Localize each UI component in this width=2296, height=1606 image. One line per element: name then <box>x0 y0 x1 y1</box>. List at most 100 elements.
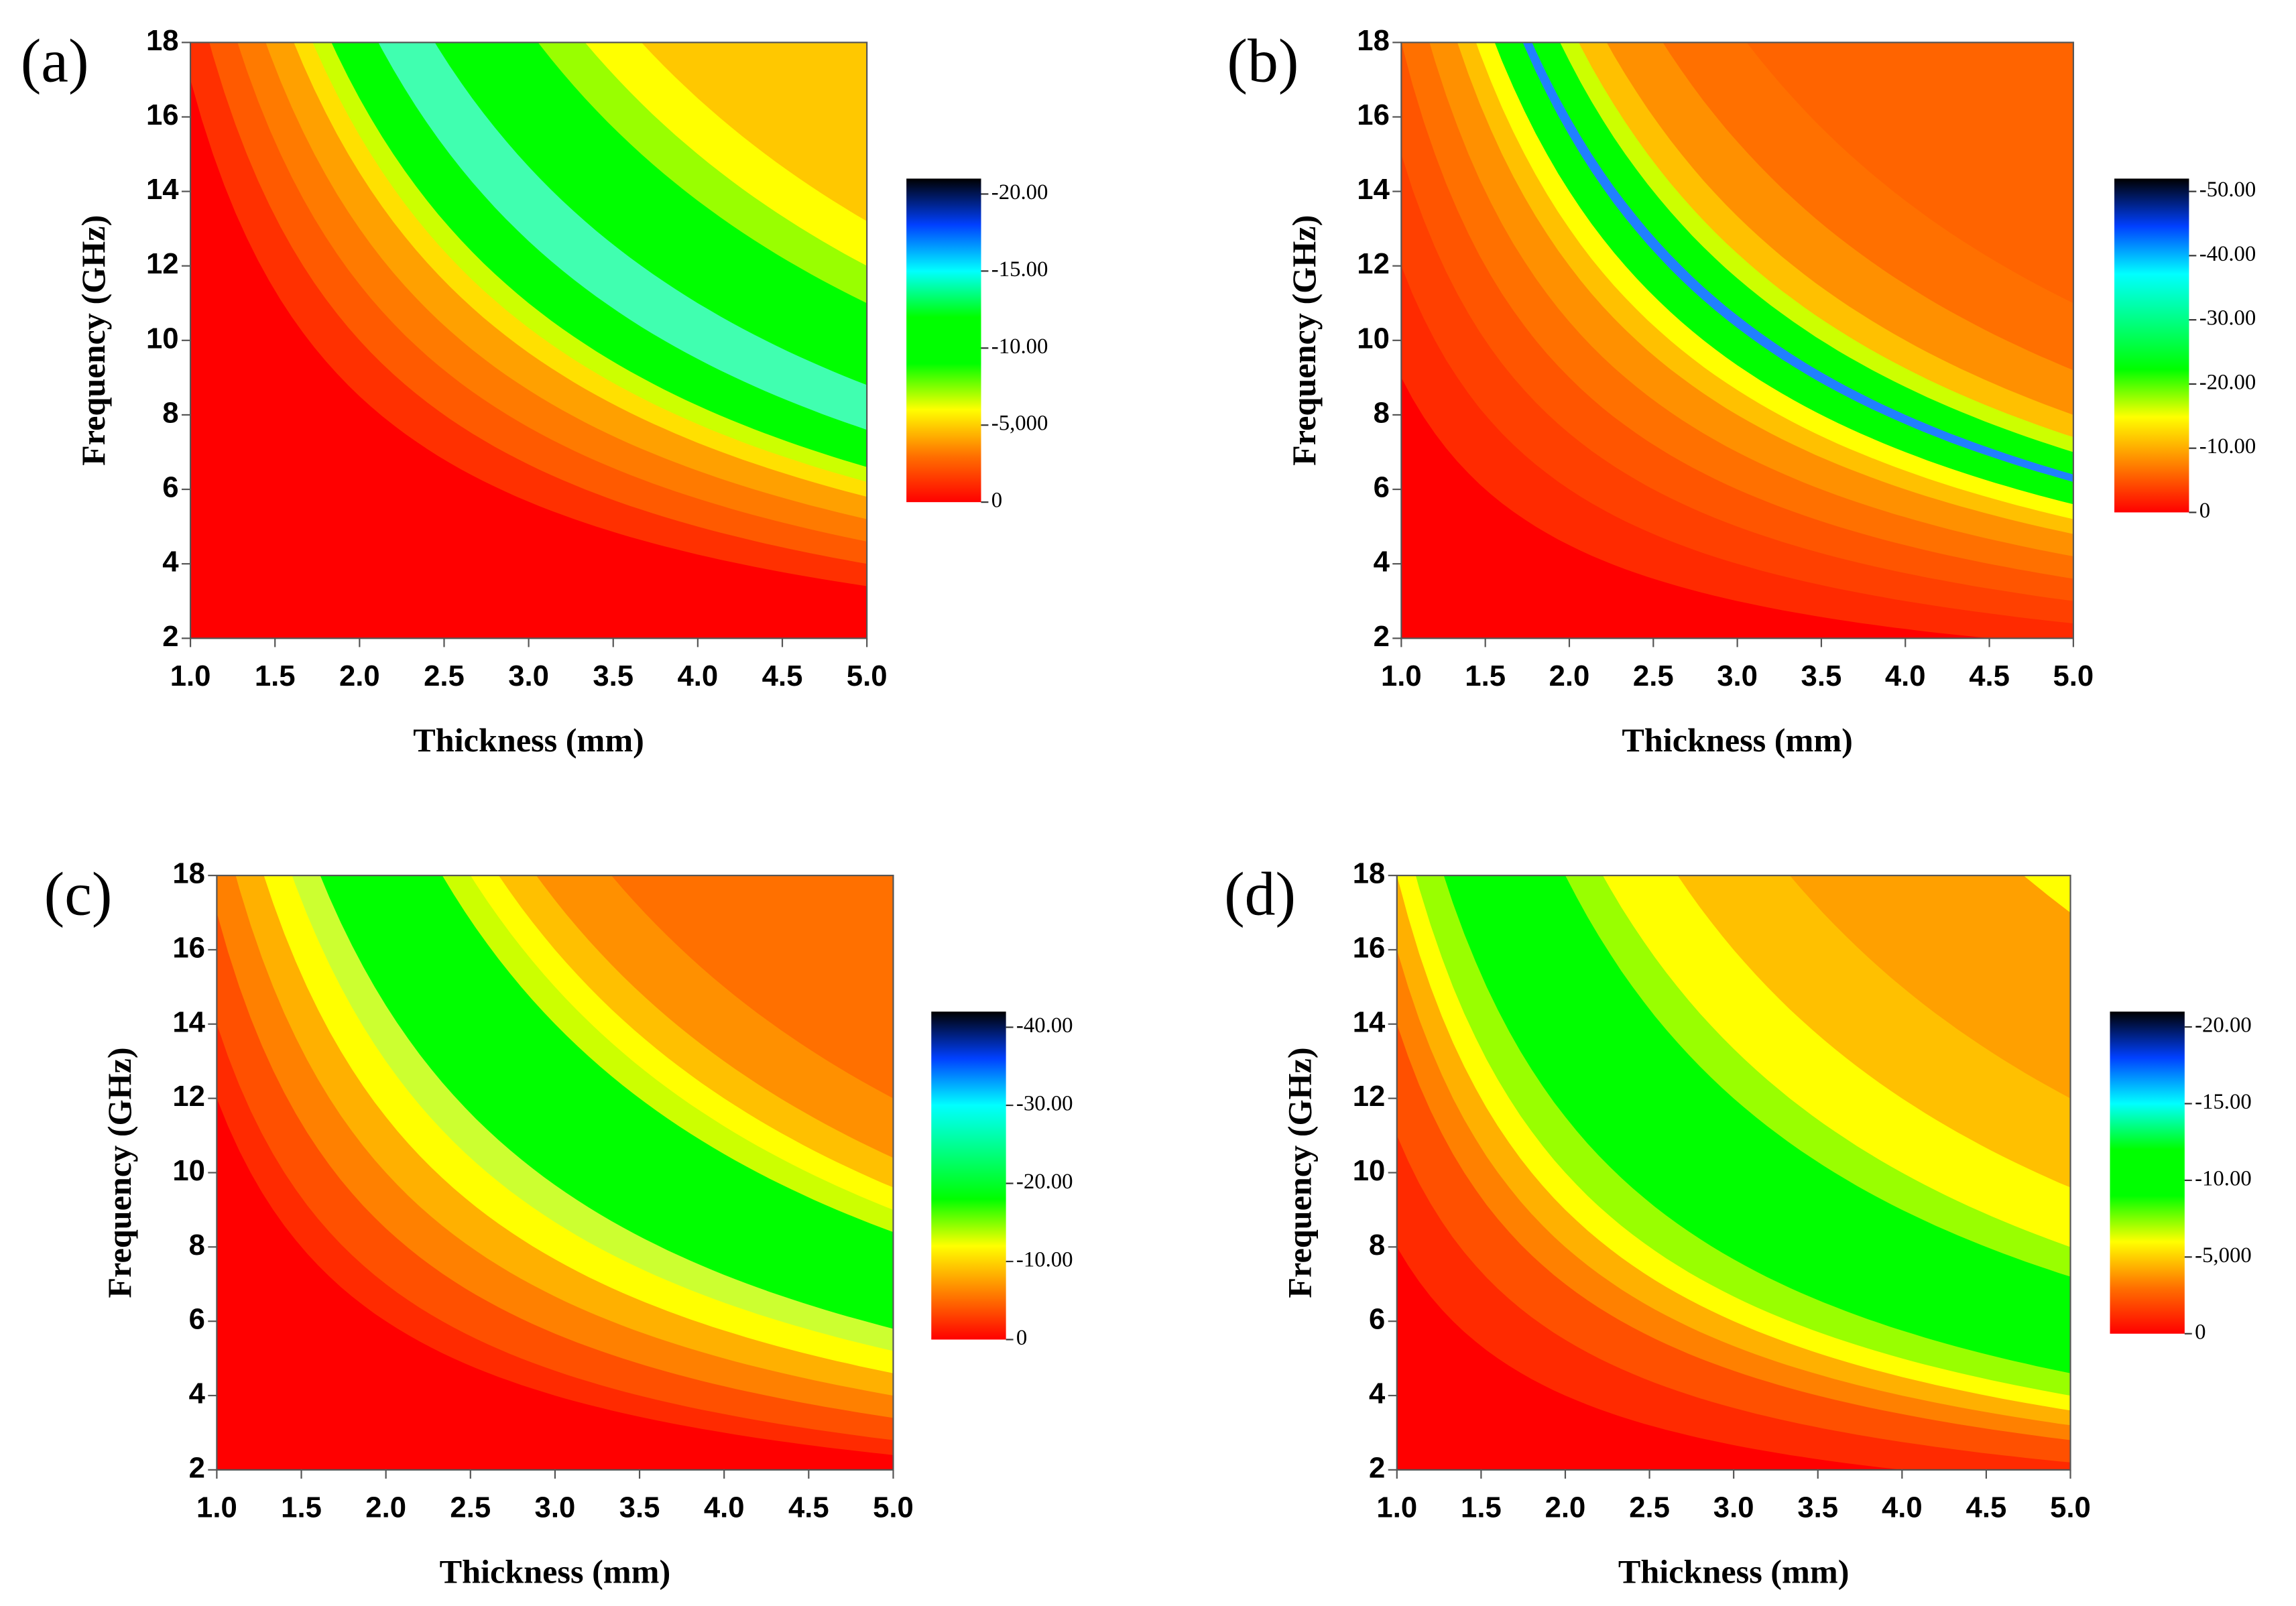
panel-label: (b) <box>1227 27 1298 95</box>
colorbar-tick-label: -15.00 <box>2195 1090 2252 1114</box>
x-tick-label: 1.5 <box>281 1491 322 1524</box>
y-tick-label: 2 <box>162 620 178 653</box>
y-tick-label: 18 <box>1353 857 1386 890</box>
x-axis-title: Thickness (mm) <box>440 1553 671 1591</box>
x-axis-title: Thickness (mm) <box>1622 721 1853 759</box>
colorbar-tick-label: -20.00 <box>991 180 1048 204</box>
x-tick-label: 2.5 <box>450 1491 491 1524</box>
y-tick-label: 12 <box>172 1080 205 1113</box>
panel: 1.0 1.5 2.0 2.5 3.0 3.5 4.0 4.5 5.0 2 4 6 8 10 12 14 16 1… <box>21 24 1048 759</box>
y-tick-label: 10 <box>146 322 179 355</box>
x-tick-label: 4.0 <box>1885 660 1926 692</box>
y-axis-title: Frequency (GHz) <box>1281 1047 1319 1298</box>
x-tick-label: 5.0 <box>2053 660 2094 692</box>
x-tick-label: 1.5 <box>1461 1491 1502 1524</box>
y-tick-label: 12 <box>146 247 179 280</box>
contour-band <box>641 42 867 222</box>
x-tick-label: 3.5 <box>1801 660 1842 692</box>
x-tick-label: 2.0 <box>365 1491 406 1524</box>
colorbar-tick-label: -20.00 <box>2195 1013 2252 1038</box>
colorbar-tick-label: -40.00 <box>2199 242 2256 266</box>
x-tick-label: 3.5 <box>619 1491 660 1524</box>
y-tick-label: 14 <box>1357 173 1390 206</box>
x-tick-label: 4.0 <box>1882 1491 1923 1524</box>
x-tick-label: 2.5 <box>1629 1491 1670 1524</box>
x-axis-title: Thickness (mm) <box>1618 1553 1850 1591</box>
x-tick-label: 5.0 <box>873 1491 914 1524</box>
colorbar-tick-label: -50.00 <box>2199 178 2256 202</box>
colorbar-tick-label: -30.00 <box>1016 1092 1073 1116</box>
x-tick-label: 1.0 <box>1376 1491 1417 1524</box>
y-tick-label: 10 <box>1357 322 1390 355</box>
contour-band <box>611 875 894 1099</box>
y-tick-label: 8 <box>1369 1229 1385 1261</box>
colorbar <box>906 178 981 503</box>
y-axis-title: Frequency (GHz) <box>1285 215 1323 466</box>
y-tick-label: 10 <box>172 1154 205 1187</box>
x-axis-title: Thickness (mm) <box>413 721 644 759</box>
colorbar-tick-label: 0 <box>991 489 1002 513</box>
colorbar-tick-label: 0 <box>2199 499 2210 523</box>
y-tick-label: 2 <box>1369 1451 1385 1484</box>
y-tick-label: 8 <box>189 1229 205 1261</box>
y-tick-label: 16 <box>1357 99 1390 131</box>
x-tick-label: 4.5 <box>762 660 803 692</box>
x-tick-label: 3.0 <box>1717 660 1758 692</box>
panel-label: (d) <box>1224 859 1296 928</box>
x-tick-label: 4.5 <box>1966 1491 2007 1524</box>
colorbar <box>2114 178 2189 513</box>
colorbar-tick-label: -20.00 <box>1016 1170 1073 1194</box>
colorbar-tick-label: -5,000 <box>991 412 1048 436</box>
y-tick-label: 16 <box>1353 931 1386 964</box>
x-tick-label: 4.5 <box>1969 660 2010 692</box>
x-tick-label: 1.0 <box>170 660 211 692</box>
x-tick-label: 2.5 <box>1633 660 1674 692</box>
y-tick-label: 14 <box>1353 1005 1386 1038</box>
x-tick-label: 1.0 <box>196 1491 237 1524</box>
panel: 1.0 1.5 2.0 2.5 3.0 3.5 4.0 4.5 5.0 2 4 6 8 10 12 14 16 1… <box>1227 24 2256 759</box>
x-tick-label: 4.5 <box>788 1491 829 1524</box>
contour-band <box>2023 875 2071 913</box>
contour-band <box>1746 42 2073 304</box>
colorbar-tick-label: -15.00 <box>991 257 1048 282</box>
y-axis-title: Frequency (GHz) <box>101 1047 138 1298</box>
y-tick-label: 16 <box>146 99 179 131</box>
colorbar-tick-label: -5,000 <box>2195 1243 2252 1268</box>
x-tick-label: 1.5 <box>1465 660 1506 692</box>
x-tick-label: 5.0 <box>847 660 888 692</box>
contour-field <box>190 42 867 639</box>
y-tick-label: 4 <box>1369 1377 1386 1410</box>
panel: 1.0 1.5 2.0 2.5 3.0 3.5 4.0 4.5 5.0 2 4 6 8 10 12 14 16 1… <box>44 857 1073 1591</box>
x-tick-label: 1.0 <box>1381 660 1422 692</box>
x-tick-label: 4.0 <box>704 1491 745 1524</box>
y-tick-label: 2 <box>1374 620 1390 653</box>
colorbar-tick-label: -10.00 <box>2195 1166 2252 1190</box>
contour-field <box>217 875 894 1470</box>
x-tick-label: 3.5 <box>1797 1491 1838 1524</box>
y-tick-label: 4 <box>162 546 179 578</box>
y-tick-label: 6 <box>1374 471 1390 504</box>
y-tick-label: 18 <box>172 857 205 890</box>
colorbar-tick-label: -30.00 <box>2199 306 2256 330</box>
colorbar <box>931 1011 1006 1340</box>
x-tick-label: 4.0 <box>678 660 719 692</box>
contour-field <box>1401 42 2073 639</box>
x-tick-label: 3.5 <box>593 660 633 692</box>
contour-band <box>1789 875 2071 1099</box>
x-tick-label: 3.0 <box>535 1491 576 1524</box>
y-tick-label: 6 <box>189 1303 205 1336</box>
contour-field <box>1396 875 2071 1470</box>
colorbar-tick-label: -40.00 <box>1016 1013 1073 1038</box>
colorbar-tick-label: -10.00 <box>1016 1248 1073 1272</box>
panel-label: (a) <box>21 27 89 95</box>
y-tick-label: 14 <box>146 173 179 206</box>
y-tick-label: 18 <box>146 24 179 57</box>
colorbar-tick-label: -20.00 <box>2199 370 2256 394</box>
colorbar-tick-label: 0 <box>1016 1326 1027 1350</box>
x-tick-label: 3.0 <box>508 660 549 692</box>
y-tick-label: 8 <box>162 396 178 429</box>
colorbar <box>2110 1011 2185 1334</box>
colorbar-tick-label: -10.00 <box>2199 434 2256 458</box>
panel: 1.0 1.5 2.0 2.5 3.0 3.5 4.0 4.5 5.0 2 4 6 8 10 12 14 16 1… <box>1224 857 2252 1591</box>
